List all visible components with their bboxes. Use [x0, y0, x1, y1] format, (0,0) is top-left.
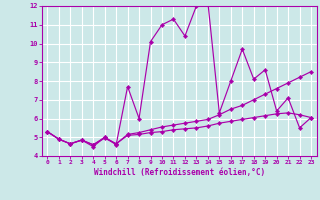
X-axis label: Windchill (Refroidissement éolien,°C): Windchill (Refroidissement éolien,°C): [94, 168, 265, 177]
